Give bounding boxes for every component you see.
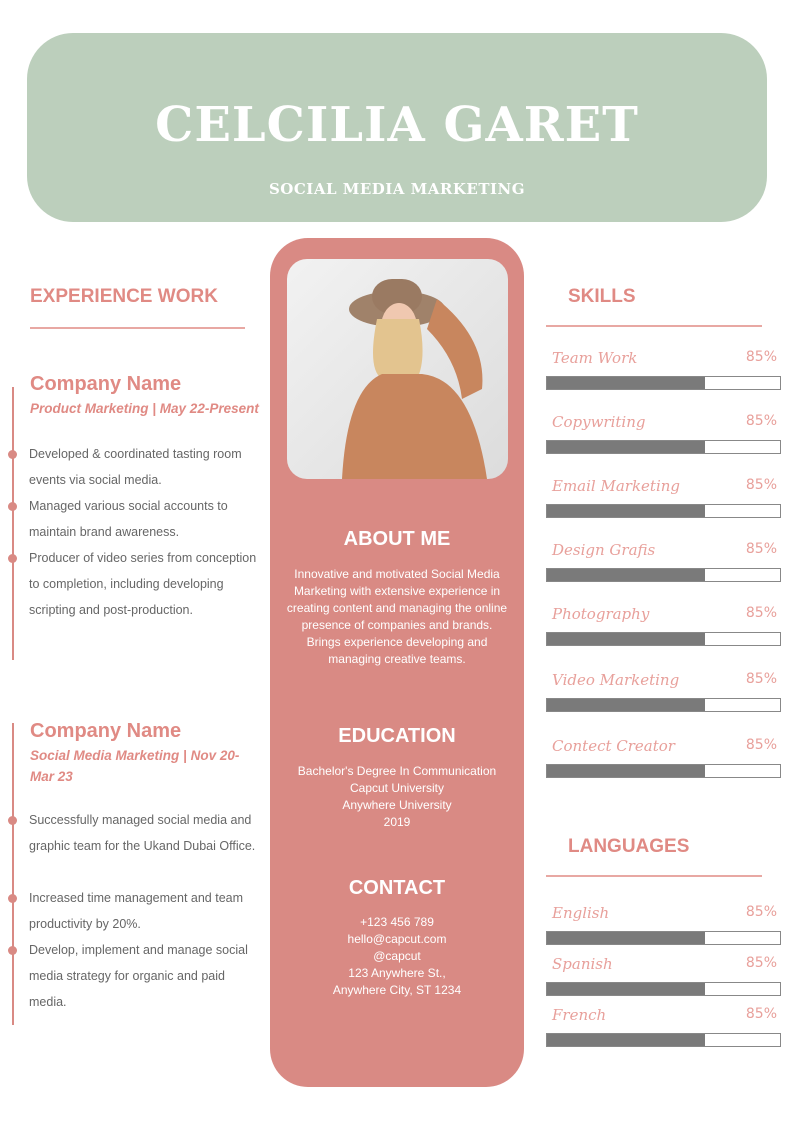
skill-bar-fill — [547, 699, 706, 711]
skill-bar — [546, 440, 781, 454]
divider — [546, 325, 762, 327]
language-label: Spanish — [552, 955, 613, 973]
experience-bullet: Successfully managed social media and gr… — [29, 813, 256, 853]
skill-percent: 85% — [745, 671, 777, 687]
skills-heading: SKILLS — [568, 286, 636, 307]
language-label: French — [552, 1006, 607, 1024]
contact-details: +123 456 789 hello@capcut.com @capcut 12… — [280, 914, 514, 999]
experience-heading: EXPERIENCE WORK — [30, 286, 218, 307]
center-column: ABOUT ME Innovative and motivated Social… — [270, 238, 524, 1087]
timeline-dot — [8, 816, 17, 825]
about-heading: ABOUT ME — [343, 528, 451, 550]
about-text: Innovative and motivated Social Media Ma… — [286, 567, 508, 666]
header-banner: CELCILIA GARET SOCIAL MEDIA MARKETING — [27, 33, 767, 222]
name-title: CELCILIA GARET — [155, 97, 639, 153]
languages-heading: LANGUAGES — [568, 836, 690, 857]
skill-label: Contect Creator — [552, 737, 675, 755]
skill-label: Email Marketing — [552, 477, 681, 495]
language-label: English — [552, 904, 610, 922]
skill-bar-fill — [547, 765, 706, 777]
degree: Bachelor's Degree In Communication — [297, 764, 497, 778]
university: Capcut University — [349, 781, 445, 795]
skill-bar — [546, 764, 781, 778]
contact-heading: CONTACT — [348, 877, 446, 899]
language-item: English 85% — [552, 904, 777, 924]
skill-label: Team Work — [552, 349, 638, 367]
skill-percent: 85% — [745, 541, 777, 557]
skill-item: Design Grafis 85% — [552, 541, 777, 561]
university-location: Anywhere University — [342, 798, 452, 812]
skill-percent: 85% — [745, 477, 777, 493]
language-bar-fill — [547, 932, 706, 944]
address-line-2: Anywhere City, ST 1234 — [332, 983, 462, 997]
skill-bar — [546, 504, 781, 518]
language-item: French 85% — [552, 1006, 777, 1026]
education-heading: EDUCATION — [338, 725, 456, 747]
skill-bar-fill — [547, 569, 706, 581]
divider — [30, 327, 245, 329]
profile-photo — [287, 259, 508, 479]
language-bar — [546, 1033, 781, 1047]
timeline-line — [12, 723, 14, 1025]
skill-item: Photography 85% — [552, 605, 777, 625]
timeline-dot — [8, 946, 17, 955]
skill-bar — [546, 698, 781, 712]
social-handle: @capcut — [373, 949, 421, 963]
skill-label: Copywriting — [552, 413, 646, 431]
experience-bullet: Producer of video series from conception… — [29, 551, 257, 617]
language-bar — [546, 931, 781, 945]
timeline-dot — [8, 502, 17, 511]
job-role-dates: Social Media Marketing | Nov 20-Mar 23 — [30, 748, 240, 784]
graduation-year: 2019 — [383, 815, 411, 829]
skill-item: Email Marketing 85% — [552, 477, 777, 497]
timeline-dot — [8, 554, 17, 563]
skill-item: Contect Creator 85% — [552, 737, 777, 757]
skill-label: Video Marketing — [552, 671, 680, 689]
job-title: SOCIAL MEDIA MARKETING — [268, 180, 526, 198]
phone: +123 456 789 — [360, 915, 434, 929]
skill-bar — [546, 376, 781, 390]
skill-bar-fill — [547, 633, 706, 645]
experience-bullet: Managed various social accounts to maint… — [29, 499, 228, 539]
language-item: Spanish 85% — [552, 955, 777, 975]
language-percent: 85% — [745, 904, 777, 920]
skill-bar-fill — [547, 441, 706, 453]
skill-bar-fill — [547, 505, 706, 517]
skill-item: Video Marketing 85% — [552, 671, 777, 691]
language-bar-fill — [547, 983, 706, 995]
experience-bullet: Develop, implement and manage social med… — [29, 943, 248, 1009]
skill-percent: 85% — [745, 413, 777, 429]
language-percent: 85% — [745, 1006, 777, 1022]
timeline-line — [12, 387, 14, 660]
timeline-dot — [8, 894, 17, 903]
experience-bullet: Developed & coordinated tasting room eve… — [29, 447, 242, 487]
skill-bar — [546, 568, 781, 582]
skill-percent: 85% — [745, 605, 777, 621]
job-role-dates: Product Marketing | May 22-Present — [30, 401, 259, 416]
skill-item: Team Work 85% — [552, 349, 777, 369]
language-bar — [546, 982, 781, 996]
skill-label: Photography — [552, 605, 650, 623]
skill-label: Design Grafis — [552, 541, 656, 559]
skill-bar-fill — [547, 377, 706, 389]
company-name: Company Name — [30, 720, 182, 742]
address-line-1: 123 Anywhere St., — [348, 966, 446, 980]
skill-percent: 85% — [745, 349, 777, 365]
language-percent: 85% — [745, 955, 777, 971]
company-name: Company Name — [30, 373, 182, 395]
divider — [546, 875, 762, 877]
skill-percent: 85% — [745, 737, 777, 753]
email: hello@capcut.com — [347, 932, 447, 946]
experience-bullet: Increased time management and team produ… — [29, 891, 244, 931]
education-details: Bachelor's Degree In Communication Capcu… — [280, 763, 514, 831]
skill-item: Copywriting 85% — [552, 413, 777, 433]
skill-bar — [546, 632, 781, 646]
language-bar-fill — [547, 1034, 706, 1046]
timeline-dot — [8, 450, 17, 459]
